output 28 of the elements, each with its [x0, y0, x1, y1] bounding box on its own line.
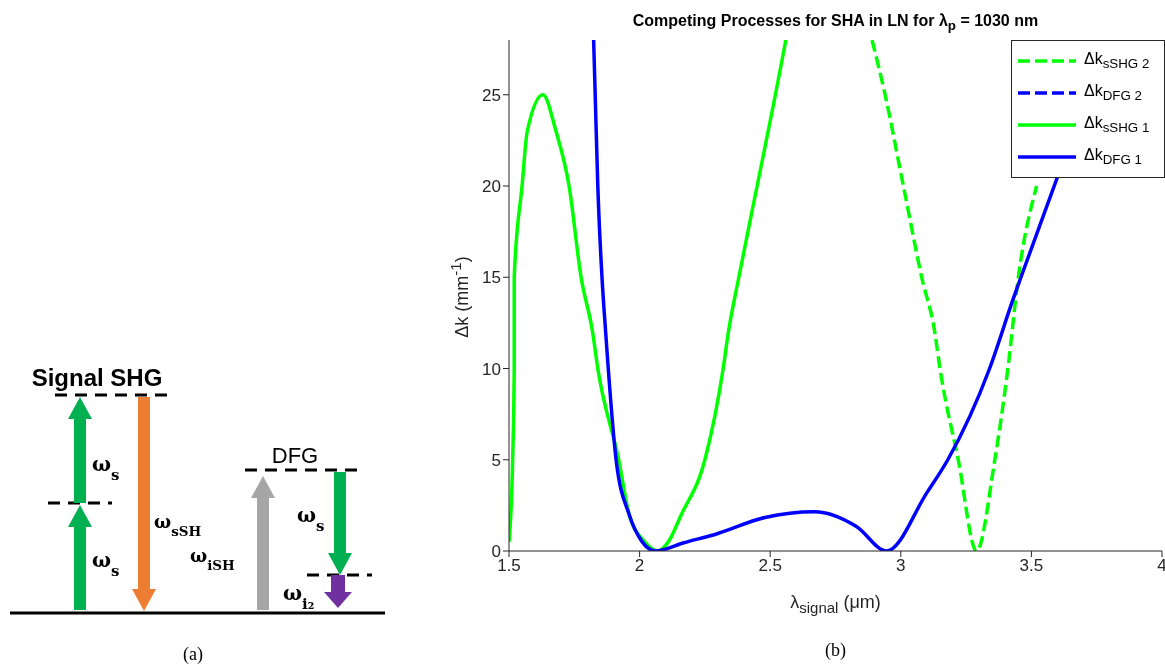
- text: ω$_{s}$: [297, 503, 325, 535]
- x-tick-label: 1.5: [497, 556, 521, 576]
- y-tick-label: 15: [482, 268, 501, 288]
- legend-label: Δk$_{DFG 1}$: [1084, 146, 1142, 168]
- text: (a): [183, 644, 203, 665]
- text: ω$_{s}$: [92, 548, 120, 580]
- text: Signal SHG: [31, 364, 163, 391]
- y-tick-label: 20: [482, 177, 501, 197]
- legend-label: Δk$_{DFG 2}$: [1084, 82, 1142, 104]
- text: ω$_{i₂}$: [283, 581, 315, 613]
- legend-label: Δk$_{sSHG 2}$: [1084, 50, 1150, 72]
- text: (b): [824, 640, 847, 661]
- y-tick-label: 25: [482, 85, 501, 105]
- text: ω$_{iSH}$: [190, 545, 236, 573]
- text: DFG: [271, 443, 319, 468]
- line-series: [870, 40, 1039, 551]
- y-tick-label: 5: [491, 450, 501, 470]
- x-tick-label: 3.5: [1019, 556, 1044, 576]
- text: ω$_{s}$: [92, 452, 120, 484]
- chart-title: Competing Processes for SHA in LN for λ$_{p}$ = 1030 nm: [631, 12, 1040, 36]
- legend-label: Δk$_{sSHG 1}$: [1084, 114, 1150, 136]
- line-series: [591, 40, 1060, 551]
- text: ω$_{sSH}$: [154, 511, 202, 539]
- x-tick-label: 2: [634, 556, 645, 576]
- x-tick-label: 3: [896, 556, 906, 576]
- x-axis-title: λ$_{signal}$ (μm): [789, 592, 882, 616]
- y-tick-label: 10: [482, 359, 501, 379]
- x-tick-label: 2.5: [758, 556, 783, 576]
